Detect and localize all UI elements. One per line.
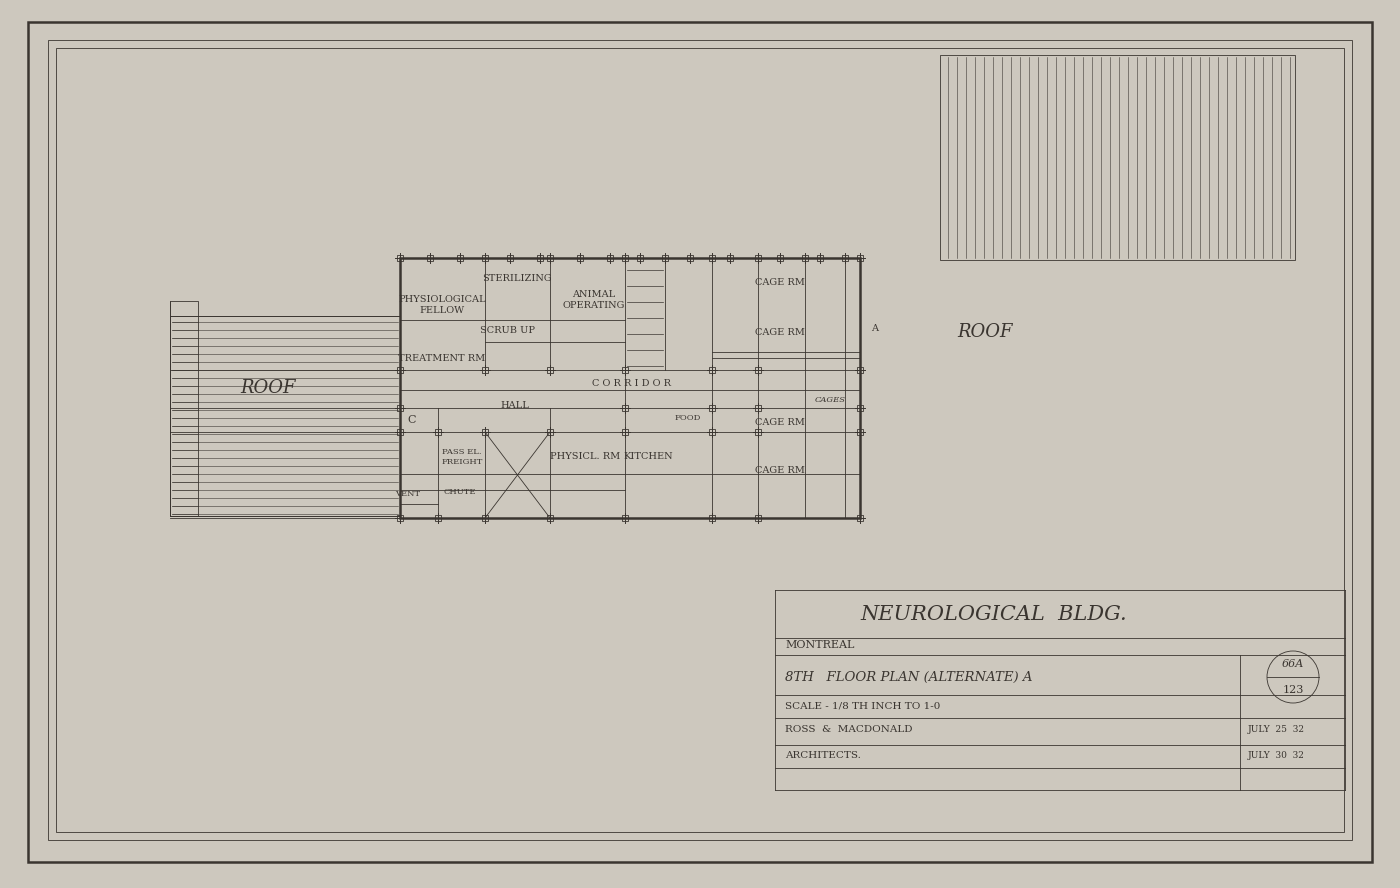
Text: FOOD: FOOD (675, 414, 701, 422)
Bar (708, 429, 715, 435)
Bar (857, 515, 862, 521)
Bar (482, 515, 489, 521)
Bar (547, 429, 553, 435)
Text: SCALE - 1/8 TH INCH TO 1-0: SCALE - 1/8 TH INCH TO 1-0 (785, 702, 941, 710)
Text: JULY  25  32: JULY 25 32 (1247, 725, 1305, 734)
Text: CAGE RM: CAGE RM (755, 278, 805, 287)
Bar (939, 55, 1295, 260)
Bar (435, 429, 441, 435)
Text: CAGES: CAGES (815, 396, 846, 404)
Bar (755, 429, 762, 435)
Text: CAGE RM: CAGE RM (755, 328, 805, 337)
Text: 8TH   FLOOR PLAN (ALTERNATE) A: 8TH FLOOR PLAN (ALTERNATE) A (785, 670, 1033, 684)
Bar (802, 255, 808, 261)
Text: 66A: 66A (1282, 659, 1305, 669)
Text: PHYSIOLOGICAL
FELLOW: PHYSIOLOGICAL FELLOW (398, 296, 486, 314)
Bar (547, 255, 553, 261)
Bar (398, 429, 403, 435)
Bar (708, 255, 715, 261)
Text: TREATMENT RM: TREATMENT RM (399, 353, 486, 362)
Bar (857, 429, 862, 435)
Bar (169, 301, 197, 516)
Text: PHYSICL. RM: PHYSICL. RM (550, 451, 620, 461)
Bar (400, 258, 860, 518)
Bar (857, 405, 862, 411)
Bar (755, 515, 762, 521)
Bar (687, 255, 693, 261)
Bar (777, 255, 783, 261)
Text: ROSS  &  MACDONALD: ROSS & MACDONALD (785, 725, 913, 734)
Text: 123: 123 (1282, 685, 1303, 695)
Bar (435, 515, 441, 521)
Bar (482, 367, 489, 373)
Bar (637, 255, 643, 261)
Bar (482, 429, 489, 435)
Bar (398, 405, 403, 411)
Bar (482, 255, 489, 261)
Bar (755, 405, 762, 411)
Text: ARCHITECTS.: ARCHITECTS. (785, 750, 861, 759)
Text: ROOF: ROOF (958, 323, 1012, 341)
Text: JULY  30  32: JULY 30 32 (1247, 750, 1305, 759)
Bar (398, 367, 403, 373)
Bar (507, 255, 512, 261)
Bar (708, 367, 715, 373)
Bar (708, 515, 715, 521)
Bar (622, 405, 629, 411)
Text: CAGE RM: CAGE RM (755, 465, 805, 474)
Bar (398, 255, 403, 261)
Text: MONTREAL: MONTREAL (785, 640, 854, 650)
Bar (662, 255, 668, 261)
Bar (708, 405, 715, 411)
Bar (857, 255, 862, 261)
Text: SCRUB UP: SCRUB UP (479, 326, 535, 335)
Bar (622, 367, 629, 373)
Text: C: C (407, 415, 416, 425)
Bar (398, 515, 403, 521)
Text: PASS EL.: PASS EL. (442, 448, 482, 456)
Text: HALL: HALL (501, 400, 529, 409)
Bar (755, 255, 762, 261)
Bar (608, 255, 613, 261)
Bar (538, 255, 543, 261)
Text: CAGE RM: CAGE RM (755, 417, 805, 426)
Bar (547, 367, 553, 373)
Bar (727, 255, 734, 261)
Bar (547, 515, 553, 521)
Bar (755, 367, 762, 373)
Text: ANIMAL
OPERATING: ANIMAL OPERATING (563, 290, 626, 310)
Text: CHUTE: CHUTE (444, 488, 476, 496)
Text: VENT: VENT (395, 490, 420, 498)
Text: A: A (871, 323, 879, 332)
Bar (857, 367, 862, 373)
Text: STERILIZING: STERILIZING (482, 274, 552, 282)
Bar (577, 255, 582, 261)
Text: KITCHEN: KITCHEN (623, 451, 673, 461)
Bar (427, 255, 433, 261)
Text: C O R R I D O R: C O R R I D O R (592, 378, 672, 387)
Bar (622, 429, 629, 435)
Bar (169, 316, 400, 516)
Bar (456, 255, 463, 261)
Bar (622, 515, 629, 521)
Bar (56, 48, 1344, 832)
Bar (841, 255, 848, 261)
Text: ROOF: ROOF (241, 379, 295, 397)
Text: FREIGHT: FREIGHT (441, 458, 483, 466)
Text: NEUROLOGICAL  BLDG.: NEUROLOGICAL BLDG. (860, 606, 1127, 624)
Bar (622, 255, 629, 261)
Bar (818, 255, 823, 261)
